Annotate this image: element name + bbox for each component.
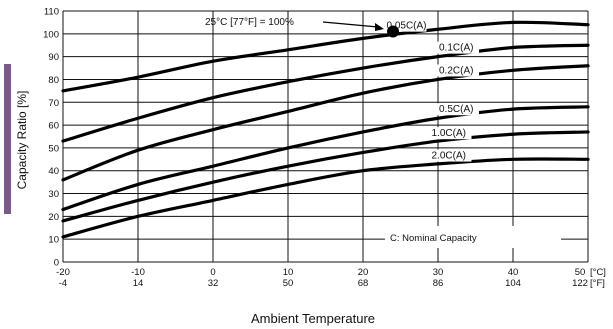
x-tick-label-f: 68 xyxy=(358,278,369,289)
curve-series-1 xyxy=(61,43,590,143)
x-tick-label-f: -4 xyxy=(59,278,67,289)
y-tick-label: 80 xyxy=(48,75,59,86)
y-tick-labels: 0 10 20 30 40 50 60 70 80 90 100 110 xyxy=(43,7,59,269)
curve-series-0 xyxy=(61,20,590,93)
annotation-text: 25°C [77°F] = 100% xyxy=(205,17,294,28)
x-tick-label-c: 40 xyxy=(508,267,519,278)
x-tick-label-f: 50 xyxy=(283,278,294,289)
y-tick-label: 70 xyxy=(48,98,59,109)
y-tick-label: 50 xyxy=(48,143,59,154)
y-tick-label: 110 xyxy=(44,7,59,18)
series-labels: 0.05C(A) 0.1C(A) 0.2C(A) 0.5C(A) 1.0C(A) 2.0C… xyxy=(384,19,479,162)
y-tick-label: 20 xyxy=(48,212,59,223)
nominal-capacity-note: C: Nominal Capacity xyxy=(390,233,477,244)
y-tick-label: 30 xyxy=(48,189,59,200)
x-tick-label-c: 30 xyxy=(433,267,444,278)
curve-series-4 xyxy=(61,130,590,223)
series-label: 0.05C(A) xyxy=(387,21,427,32)
series-label: 0.5C(A) xyxy=(439,104,473,115)
x-unit-f: [°F] xyxy=(590,278,605,289)
series-label-bg xyxy=(437,64,479,77)
series-label: 2.0C(A) xyxy=(432,151,466,162)
curves xyxy=(61,20,590,239)
y-axis-title: Capacity Ratio [%] xyxy=(15,91,29,190)
series-label-bg xyxy=(429,149,472,162)
curve-series-5 xyxy=(61,157,590,239)
x-tick-label-f: 104 xyxy=(505,278,521,289)
series-label-bg xyxy=(437,41,479,54)
x-axis-title: Ambient Temperature xyxy=(251,311,375,326)
series-label-bg xyxy=(437,103,479,116)
x-tick-label-f: 86 xyxy=(433,278,444,289)
x-tick-label-c: 20 xyxy=(358,267,369,278)
curve-series-3 xyxy=(61,105,590,212)
x-tick-label-f: 32 xyxy=(208,278,219,289)
series-label: 0.2C(A) xyxy=(439,65,473,76)
y-tick-label: 40 xyxy=(48,166,59,177)
y-tick-label: 60 xyxy=(48,121,59,132)
x-tick-label-c: 50 xyxy=(575,267,586,278)
accent-bar xyxy=(4,64,11,214)
series-label-bg xyxy=(429,127,472,140)
annotation-arrow-line xyxy=(322,21,379,28)
y-tick-label: 90 xyxy=(48,52,59,63)
reference-point xyxy=(387,25,399,38)
annotation: 25°C [77°F] = 100% xyxy=(205,17,399,38)
x-tick-label-c: 0 xyxy=(210,267,215,278)
series-label: 0.1C(A) xyxy=(439,43,473,54)
note-box xyxy=(385,226,561,248)
annotation-arrow-head xyxy=(375,23,384,31)
x-unit-c: [°C] xyxy=(590,267,606,278)
y-tick-label: 100 xyxy=(43,29,59,40)
series-label: 1.0C(A) xyxy=(432,128,466,139)
x-tick-label-f: 122 xyxy=(572,278,588,289)
y-tick-label: 0 xyxy=(54,258,59,269)
y-tick-label: 10 xyxy=(48,235,59,246)
x-tick-label-c: -10 xyxy=(131,267,145,278)
x-tick-label-c: -20 xyxy=(56,267,70,278)
x-tick-label-c: 10 xyxy=(283,267,294,278)
curve-series-2 xyxy=(61,64,590,182)
x-tick-labels: -20-4-10140321050206830864010450122[°C][… xyxy=(56,267,606,289)
x-tick-label-f: 14 xyxy=(133,278,144,289)
